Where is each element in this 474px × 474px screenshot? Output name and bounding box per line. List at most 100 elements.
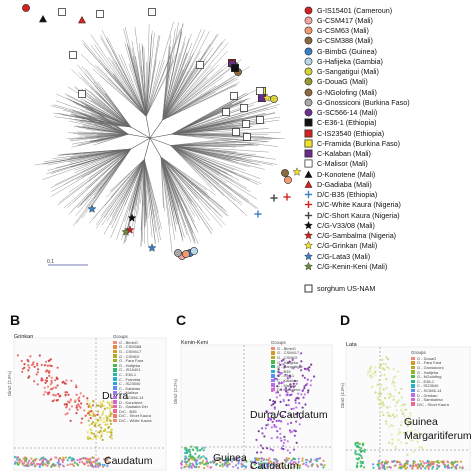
scatter-point — [282, 400, 285, 403]
scatter-point — [75, 386, 78, 389]
scatter-point — [46, 364, 49, 367]
groups-legend-item: D - Grinkan — [411, 393, 449, 398]
panel-b-label-caudatum: Caudatum — [104, 455, 153, 467]
scatter-point — [453, 461, 456, 464]
legend-label: C-Kalaban (Mali) — [317, 149, 371, 158]
scatter-point — [67, 393, 70, 396]
scatter-point — [108, 402, 111, 405]
scatter-point — [93, 435, 96, 438]
scatter-point — [427, 460, 430, 463]
scatter-point — [97, 410, 100, 413]
scatter-point — [301, 389, 304, 392]
scatter-point — [78, 399, 81, 403]
scatter-point — [91, 410, 94, 413]
swatch-icon — [271, 387, 275, 392]
legend-item: C/G-Kenin-Keni (Mali) — [304, 261, 387, 271]
scatter-point — [232, 465, 235, 468]
scatter-point — [286, 377, 289, 380]
scatter-point — [301, 457, 304, 460]
scatter-point — [109, 413, 112, 416]
scatter-point — [188, 464, 191, 467]
scatter-point — [292, 457, 296, 460]
scatter-point — [446, 466, 450, 469]
scatter-point — [267, 462, 271, 465]
scatter-point — [404, 403, 407, 406]
scatter-point — [391, 382, 394, 385]
scatter-point — [38, 354, 41, 357]
square-marker-icon — [304, 149, 313, 158]
scatter-point — [358, 457, 361, 460]
scatter-point — [270, 462, 273, 465]
scatter-point — [299, 417, 302, 420]
scatter-point — [300, 352, 303, 355]
groups-legend-item: G - IS15401 — [113, 367, 151, 372]
scatter-point — [395, 447, 398, 450]
scatter-point — [378, 461, 381, 464]
groups-legend-label: C - E36-1 — [417, 378, 435, 384]
scatter-point — [420, 462, 423, 465]
scatter-point — [459, 460, 463, 463]
panel-label-d: D — [340, 312, 351, 328]
scatter-point — [417, 463, 420, 466]
scatter-point — [398, 460, 401, 464]
scatter-point — [88, 404, 91, 407]
scatter-point — [191, 448, 194, 451]
panel-d-title: Lata — [346, 342, 357, 348]
nam-marker — [243, 133, 251, 141]
scatter-point — [288, 394, 292, 397]
scatter-point — [102, 417, 105, 420]
groups-legend-label: C - E36-1 — [119, 371, 137, 377]
scatter-point — [397, 433, 400, 436]
scatter-point — [405, 442, 408, 445]
legend-label: G-DouaG (Mali) — [317, 77, 368, 87]
scatter-point — [442, 460, 445, 463]
circle-marker-icon — [304, 6, 313, 15]
panel-d-groups-legend: Groups G - DouaG G - Fara Fara G - Gnossico… — [411, 350, 449, 407]
groups-legend-label: G - CSM63 — [277, 354, 298, 360]
scatter-point — [250, 466, 254, 469]
scatter-point — [394, 388, 397, 391]
scatter-point — [100, 434, 103, 438]
scatter-point — [406, 420, 409, 423]
scatter-point — [86, 402, 89, 406]
scatter-point — [402, 412, 405, 416]
scatter-point — [392, 368, 395, 371]
scatter-point — [306, 391, 309, 394]
scatter-point — [197, 465, 201, 469]
scatter-point — [292, 407, 295, 410]
scatter-point — [409, 414, 412, 417]
scatter-point — [94, 459, 98, 462]
scatter-point — [56, 398, 59, 402]
legend-item: G-CSM388 (Mali) — [304, 36, 373, 46]
scatter-point — [282, 363, 285, 366]
groups-legend-label: G - Hafijeka — [119, 362, 141, 368]
scatter-point — [285, 456, 288, 460]
scatter-point — [47, 359, 50, 363]
scatter-point — [421, 448, 424, 451]
scatter-point — [310, 458, 313, 461]
scatter-point — [427, 467, 430, 470]
scatter-point — [383, 373, 386, 376]
groups-legend-item: C - E36-1 — [271, 373, 303, 378]
scatter-point — [446, 460, 449, 463]
scatter-point — [44, 381, 47, 384]
scatter-point — [382, 387, 385, 390]
scatter-point — [18, 457, 21, 461]
scatter-point — [450, 466, 453, 469]
scatter-point — [280, 439, 283, 442]
scatter-point — [103, 407, 106, 410]
scatter-point — [47, 393, 50, 396]
scatter-point — [257, 466, 260, 469]
scatter-point — [397, 438, 400, 442]
scatter-point — [50, 465, 53, 468]
scatter-point — [292, 385, 295, 388]
scatter-point — [376, 392, 380, 395]
panel-c-label-guinea: Guinea — [213, 452, 247, 464]
scatter-point — [195, 446, 199, 449]
groups-legend-item: G - Sangatigui — [271, 364, 303, 369]
scatter-point — [109, 415, 112, 418]
scatter-point — [377, 467, 380, 470]
scatter-point — [303, 387, 306, 390]
scatter-point — [110, 404, 113, 407]
